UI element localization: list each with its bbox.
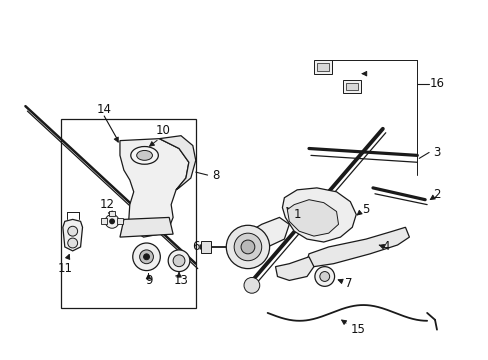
Text: 14: 14 bbox=[97, 103, 111, 116]
Polygon shape bbox=[242, 217, 289, 247]
Circle shape bbox=[132, 243, 160, 271]
Bar bbox=[61, 119, 195, 308]
Text: 3: 3 bbox=[432, 146, 440, 159]
Polygon shape bbox=[120, 139, 188, 237]
Text: 5: 5 bbox=[362, 203, 369, 216]
Bar bbox=[109, 211, 115, 216]
Polygon shape bbox=[120, 217, 173, 237]
Circle shape bbox=[234, 233, 261, 261]
Circle shape bbox=[319, 271, 329, 282]
Polygon shape bbox=[306, 227, 408, 267]
Text: 9: 9 bbox=[145, 274, 153, 287]
Polygon shape bbox=[63, 219, 82, 251]
Bar bbox=[200, 241, 210, 253]
Text: 1: 1 bbox=[293, 208, 300, 221]
Text: 8: 8 bbox=[211, 168, 219, 181]
Text: 13: 13 bbox=[173, 274, 188, 287]
Bar bbox=[101, 219, 107, 224]
Text: 16: 16 bbox=[428, 77, 444, 90]
Circle shape bbox=[241, 240, 254, 254]
Circle shape bbox=[226, 225, 269, 269]
Circle shape bbox=[168, 250, 189, 271]
Polygon shape bbox=[282, 188, 356, 242]
Circle shape bbox=[68, 226, 78, 236]
Text: 10: 10 bbox=[156, 124, 170, 137]
Circle shape bbox=[68, 238, 78, 248]
Circle shape bbox=[105, 215, 119, 228]
Ellipse shape bbox=[130, 147, 158, 164]
Text: 4: 4 bbox=[381, 240, 389, 253]
Polygon shape bbox=[287, 200, 338, 236]
Circle shape bbox=[140, 250, 153, 264]
Text: 2: 2 bbox=[432, 188, 440, 201]
Circle shape bbox=[244, 278, 259, 293]
Text: 11: 11 bbox=[57, 262, 72, 275]
Polygon shape bbox=[275, 257, 313, 280]
Text: 7: 7 bbox=[344, 277, 351, 290]
Circle shape bbox=[314, 267, 334, 286]
Text: 6: 6 bbox=[192, 240, 199, 253]
Circle shape bbox=[109, 219, 115, 224]
Bar bbox=[117, 219, 122, 224]
Bar bbox=[343, 80, 361, 93]
Bar bbox=[313, 60, 331, 74]
Bar bbox=[316, 63, 328, 71]
Text: 12: 12 bbox=[100, 198, 114, 211]
Polygon shape bbox=[159, 136, 195, 190]
Text: 15: 15 bbox=[350, 323, 365, 336]
Circle shape bbox=[143, 254, 149, 260]
Ellipse shape bbox=[137, 150, 152, 160]
Bar bbox=[346, 82, 358, 90]
Circle shape bbox=[173, 255, 184, 267]
